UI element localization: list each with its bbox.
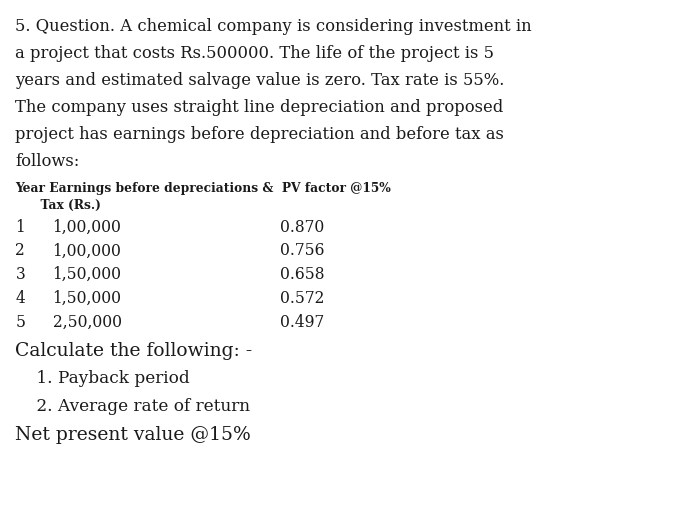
Text: Calculate the following: -: Calculate the following: - bbox=[15, 342, 253, 360]
Text: 0.756: 0.756 bbox=[280, 242, 325, 260]
Text: 1,00,000: 1,00,000 bbox=[52, 242, 121, 260]
Text: 1,50,000: 1,50,000 bbox=[52, 266, 122, 283]
Text: a project that costs Rs.500000. The life of the project is 5: a project that costs Rs.500000. The life… bbox=[15, 45, 494, 62]
Text: 2: 2 bbox=[15, 242, 25, 260]
Text: 1,50,000: 1,50,000 bbox=[52, 290, 122, 307]
Text: 1. Payback period: 1. Payback period bbox=[15, 370, 190, 387]
Text: 5: 5 bbox=[15, 314, 25, 331]
Text: Year Earnings before depreciations &  PV factor @15%: Year Earnings before depreciations & PV … bbox=[15, 182, 391, 195]
Text: 0.870: 0.870 bbox=[280, 219, 324, 236]
Text: 0.658: 0.658 bbox=[280, 266, 325, 283]
Text: 0.572: 0.572 bbox=[280, 290, 324, 307]
Text: 1,00,000: 1,00,000 bbox=[52, 219, 121, 236]
Text: project has earnings before depreciation and before tax as: project has earnings before depreciation… bbox=[15, 126, 504, 143]
Text: 4: 4 bbox=[15, 290, 25, 307]
Text: years and estimated salvage value is zero. Tax rate is 55%.: years and estimated salvage value is zer… bbox=[15, 72, 505, 89]
Text: 1: 1 bbox=[15, 219, 25, 236]
Text: 5. Question. A chemical company is considering investment in: 5. Question. A chemical company is consi… bbox=[15, 18, 532, 35]
Text: follows:: follows: bbox=[15, 153, 80, 170]
Text: Tax (Rs.): Tax (Rs.) bbox=[15, 199, 102, 212]
Text: 3: 3 bbox=[15, 266, 25, 283]
Text: 0.497: 0.497 bbox=[280, 314, 324, 331]
Text: 2. Average rate of return: 2. Average rate of return bbox=[15, 398, 251, 415]
Text: The company uses straight line depreciation and proposed: The company uses straight line depreciat… bbox=[15, 99, 503, 116]
Text: 2,50,000: 2,50,000 bbox=[52, 314, 122, 331]
Text: Net present value @15%: Net present value @15% bbox=[15, 426, 251, 444]
